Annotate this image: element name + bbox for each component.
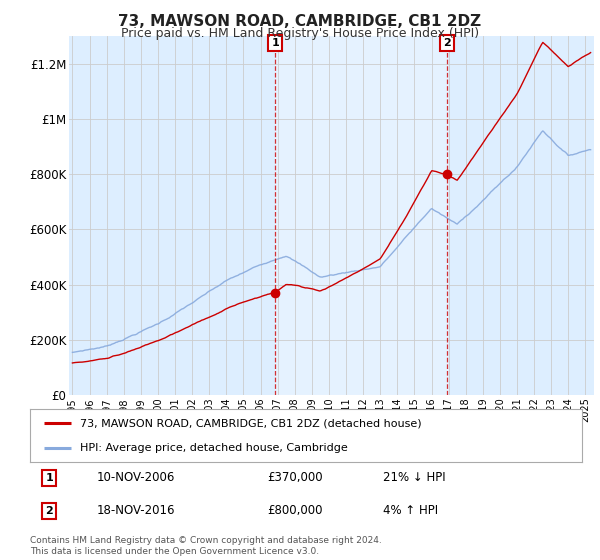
Text: 18-NOV-2016: 18-NOV-2016 [96,504,175,517]
Text: 73, MAWSON ROAD, CAMBRIDGE, CB1 2DZ: 73, MAWSON ROAD, CAMBRIDGE, CB1 2DZ [118,14,482,29]
Text: 10-NOV-2006: 10-NOV-2006 [96,471,175,484]
Text: 1: 1 [46,473,53,483]
Text: Price paid vs. HM Land Registry's House Price Index (HPI): Price paid vs. HM Land Registry's House … [121,27,479,40]
Text: 2: 2 [46,506,53,516]
Text: 4% ↑ HPI: 4% ↑ HPI [383,504,439,517]
Bar [275,36,446,395]
Text: 21% ↓ HPI: 21% ↓ HPI [383,471,446,484]
Text: 2: 2 [443,38,451,48]
Text: HPI: Average price, detached house, Cambridge: HPI: Average price, detached house, Camb… [80,442,347,452]
Text: 1: 1 [271,38,279,48]
Text: £370,000: £370,000 [268,471,323,484]
Text: Contains HM Land Registry data © Crown copyright and database right 2024.
This d: Contains HM Land Registry data © Crown c… [30,536,382,556]
Text: 73, MAWSON ROAD, CAMBRIDGE, CB1 2DZ (detached house): 73, MAWSON ROAD, CAMBRIDGE, CB1 2DZ (det… [80,418,421,428]
Text: £800,000: £800,000 [268,504,323,517]
